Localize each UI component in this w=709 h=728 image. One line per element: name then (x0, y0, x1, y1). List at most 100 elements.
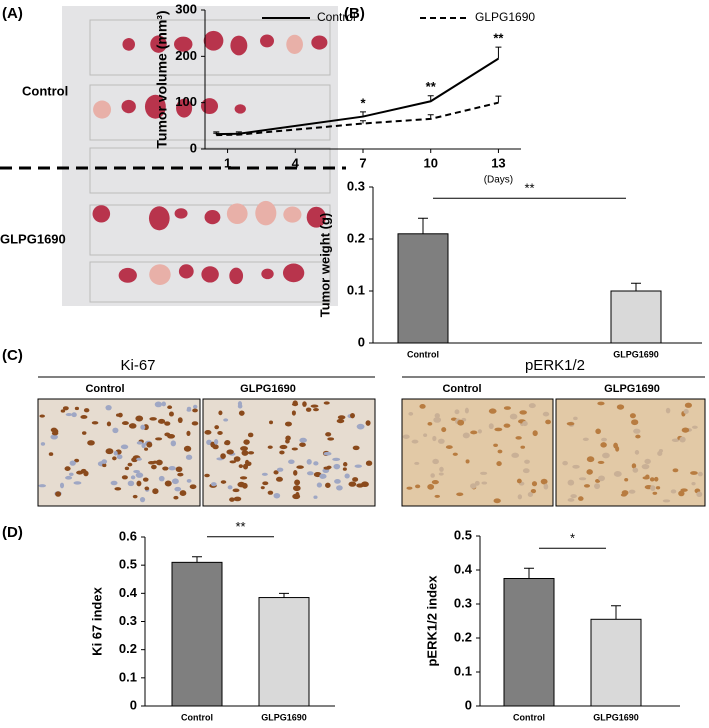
cell (102, 463, 107, 468)
tumor (118, 267, 137, 283)
cell (567, 479, 575, 486)
cell (124, 466, 130, 471)
cell (69, 460, 76, 466)
cell (631, 419, 639, 426)
cell (83, 470, 89, 477)
cell (672, 468, 679, 473)
cell (333, 463, 341, 470)
cell (218, 410, 223, 416)
tumor (203, 30, 224, 51)
cell (342, 462, 348, 467)
x-tick-label: Control (513, 712, 545, 722)
cell (238, 410, 245, 416)
cell (177, 472, 184, 477)
cell (474, 480, 480, 486)
cell (323, 401, 330, 405)
cell (177, 417, 183, 424)
cell (644, 458, 651, 464)
bar (503, 578, 555, 707)
cell (183, 445, 192, 452)
cell (232, 488, 240, 493)
cell (470, 483, 477, 489)
tumor (201, 266, 219, 283)
cell (542, 411, 550, 417)
tumor (93, 100, 112, 119)
ihc-image (401, 398, 554, 507)
cell (291, 402, 299, 406)
cell (573, 416, 578, 421)
tumor (282, 263, 305, 283)
cell (294, 479, 301, 486)
error-bar (611, 605, 621, 620)
cell (691, 425, 698, 429)
cell (516, 478, 522, 484)
cell (655, 486, 661, 490)
ihc-group: GLPG1690 (604, 383, 660, 395)
cell (488, 408, 497, 414)
y-tick-label: 0.4 (119, 585, 138, 600)
tumor (204, 210, 221, 225)
cell (415, 484, 421, 489)
x-tick-label: GLPG1690 (593, 712, 639, 722)
cell (520, 445, 526, 449)
cell (524, 459, 530, 464)
cell (141, 442, 146, 449)
cell (210, 482, 217, 487)
y-axis-label: Ki 67 index (89, 586, 104, 655)
y-tick-label: 200 (175, 48, 197, 63)
cell (457, 419, 465, 426)
cell (127, 462, 133, 467)
cell (313, 495, 318, 499)
cell (83, 408, 90, 413)
cell (174, 486, 182, 492)
tray (89, 19, 331, 76)
cell (217, 431, 223, 436)
cell (432, 435, 437, 442)
cell (136, 457, 142, 461)
cell (151, 464, 157, 470)
cell (229, 460, 237, 464)
ihc-group: Control (442, 383, 481, 395)
cell (325, 482, 331, 488)
cell (285, 435, 291, 441)
cell (186, 430, 191, 436)
cell (423, 433, 428, 437)
cell (214, 425, 220, 430)
y-tick-label: 0.5 (119, 557, 137, 572)
y-tick-label: 0.4 (454, 561, 473, 576)
cell (365, 420, 371, 426)
cell (430, 473, 435, 478)
cell (306, 458, 312, 465)
cell (284, 421, 292, 427)
cell (528, 403, 536, 409)
cell (652, 491, 658, 495)
cell (112, 456, 117, 461)
cell (437, 438, 445, 444)
cell (582, 437, 589, 442)
cell (509, 413, 518, 420)
cell (649, 477, 655, 482)
y-tick-label: 0 (130, 697, 137, 712)
cell (161, 401, 167, 407)
cell (60, 409, 66, 413)
cell (273, 492, 281, 499)
cell (186, 408, 192, 412)
cell (55, 491, 62, 497)
cell (275, 476, 283, 482)
cell (173, 495, 179, 500)
cell (133, 469, 140, 474)
group-label: Control (22, 83, 68, 98)
cell (242, 463, 249, 470)
cell (139, 497, 146, 503)
cell (64, 466, 71, 471)
cell (136, 480, 142, 487)
cell (112, 427, 119, 434)
cell (154, 401, 163, 408)
y-tick-label: 0 (358, 334, 365, 349)
error-bar (213, 132, 220, 136)
cell (350, 412, 355, 419)
cell (68, 472, 74, 476)
cell (352, 445, 360, 451)
cell (38, 484, 46, 488)
cell (352, 477, 359, 482)
